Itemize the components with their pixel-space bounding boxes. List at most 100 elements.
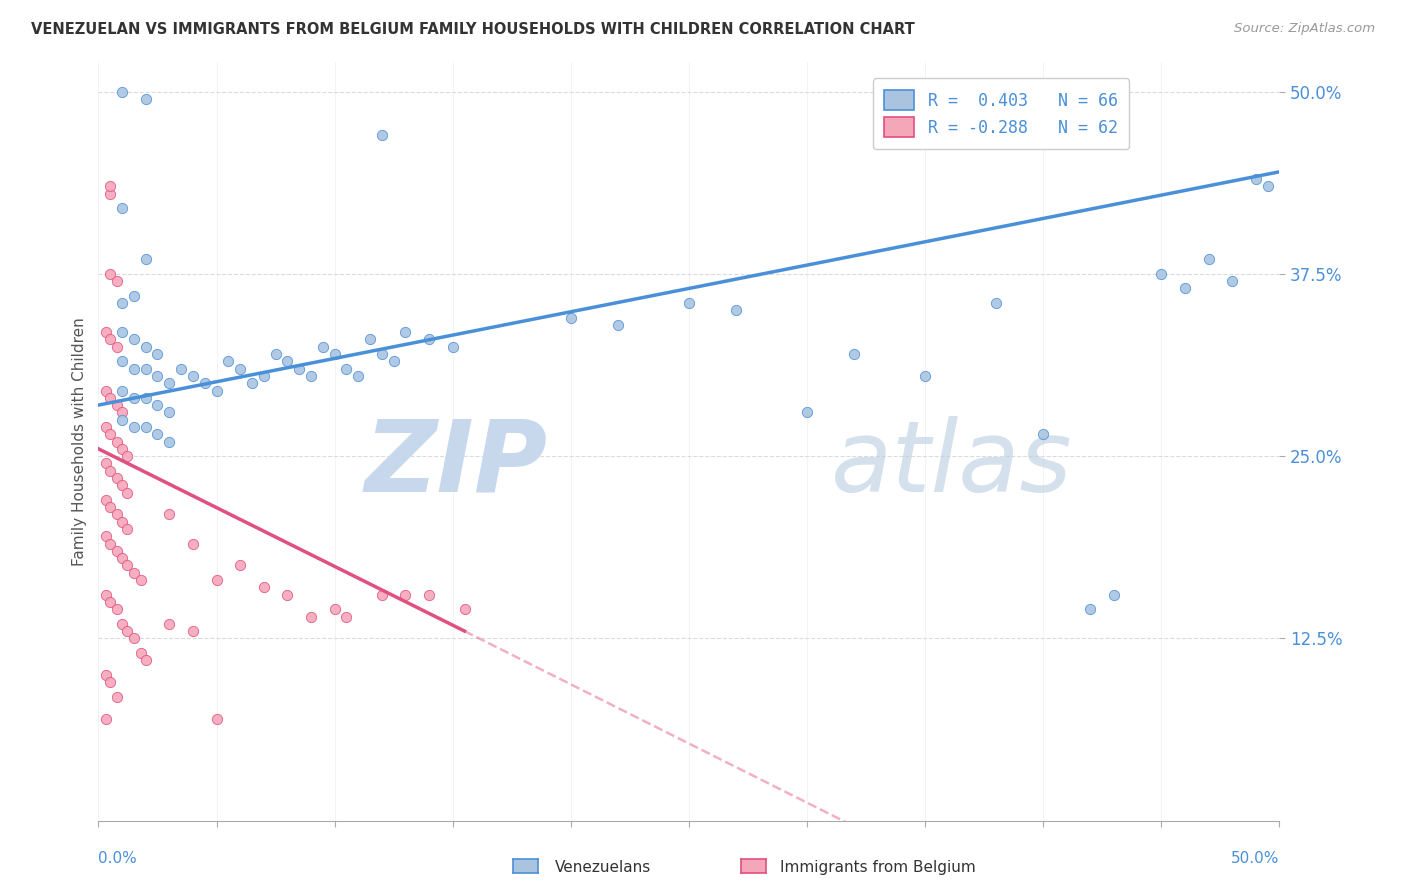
Point <box>170 361 193 376</box>
Point <box>276 588 298 602</box>
Point <box>111 442 134 456</box>
Point <box>111 412 134 426</box>
Point <box>105 690 128 704</box>
Point <box>111 354 134 368</box>
Point <box>418 588 440 602</box>
Text: 50.0%: 50.0% <box>1232 851 1279 866</box>
Point <box>98 333 121 347</box>
Point <box>146 427 169 442</box>
Point <box>984 296 1007 310</box>
Point <box>135 252 157 267</box>
Point <box>1102 588 1125 602</box>
Point <box>264 347 287 361</box>
Point <box>1150 267 1173 281</box>
Point <box>181 536 204 550</box>
Point <box>94 325 117 339</box>
Point <box>1244 172 1267 186</box>
Point <box>205 573 228 587</box>
Point <box>607 318 630 332</box>
Point <box>105 508 128 522</box>
Point <box>122 333 145 347</box>
Text: Immigrants from Belgium: Immigrants from Belgium <box>780 860 976 874</box>
Point <box>94 384 117 398</box>
Point <box>115 449 138 463</box>
Point <box>111 551 134 566</box>
Point <box>560 310 582 325</box>
Point <box>111 478 134 492</box>
Point <box>157 376 180 391</box>
Point <box>312 340 335 354</box>
Point <box>105 544 128 558</box>
Point <box>323 602 346 616</box>
Point <box>105 471 128 485</box>
Text: ZIP: ZIP <box>364 416 547 513</box>
Point <box>1080 602 1102 616</box>
Point <box>1198 252 1220 267</box>
Point <box>1032 427 1054 442</box>
Point <box>229 558 252 573</box>
Point <box>725 303 748 318</box>
Point <box>441 340 464 354</box>
Point <box>98 675 121 690</box>
Point <box>135 361 157 376</box>
Point <box>229 361 252 376</box>
Point <box>129 573 152 587</box>
Point <box>205 712 228 726</box>
Point <box>94 529 117 543</box>
Point <box>122 420 145 434</box>
Point <box>122 391 145 405</box>
Point <box>115 522 138 536</box>
Point <box>129 646 152 660</box>
Point <box>105 340 128 354</box>
Point <box>1257 179 1279 194</box>
Point <box>146 347 169 361</box>
Point <box>323 347 346 361</box>
Point <box>678 296 700 310</box>
Point <box>394 325 416 339</box>
Point <box>299 368 322 383</box>
Point <box>122 566 145 580</box>
Text: 0.0%: 0.0% <box>98 851 138 866</box>
Point <box>335 609 357 624</box>
Point <box>111 384 134 398</box>
Point <box>111 325 134 339</box>
Point <box>240 376 263 391</box>
Point <box>418 333 440 347</box>
Point <box>135 92 157 106</box>
Point <box>371 347 394 361</box>
Point <box>98 536 121 550</box>
Point <box>135 340 157 354</box>
Point <box>111 616 134 631</box>
Point <box>94 457 117 471</box>
Point <box>194 376 217 391</box>
Point <box>276 354 298 368</box>
Point <box>288 361 311 376</box>
Text: Venezuelans: Venezuelans <box>555 860 651 874</box>
Point <box>135 391 157 405</box>
Legend: R =  0.403   N = 66, R = -0.288   N = 62: R = 0.403 N = 66, R = -0.288 N = 62 <box>873 78 1129 149</box>
Point <box>122 289 145 303</box>
Point <box>157 508 180 522</box>
Point <box>105 274 128 288</box>
Point <box>122 632 145 646</box>
Text: atlas: atlas <box>831 416 1073 513</box>
Point <box>157 405 180 419</box>
Point <box>371 128 394 143</box>
Point <box>299 609 322 624</box>
Point <box>1220 274 1243 288</box>
Point <box>94 420 117 434</box>
Point <box>105 602 128 616</box>
Point <box>94 588 117 602</box>
Point <box>98 179 121 194</box>
Point <box>115 558 138 573</box>
Point <box>347 368 370 383</box>
Point <box>94 712 117 726</box>
Point <box>98 267 121 281</box>
Point <box>135 653 157 667</box>
Point <box>115 485 138 500</box>
Point <box>135 420 157 434</box>
Point <box>371 588 394 602</box>
Point <box>253 580 276 594</box>
Point <box>98 464 121 478</box>
Point <box>146 398 169 412</box>
